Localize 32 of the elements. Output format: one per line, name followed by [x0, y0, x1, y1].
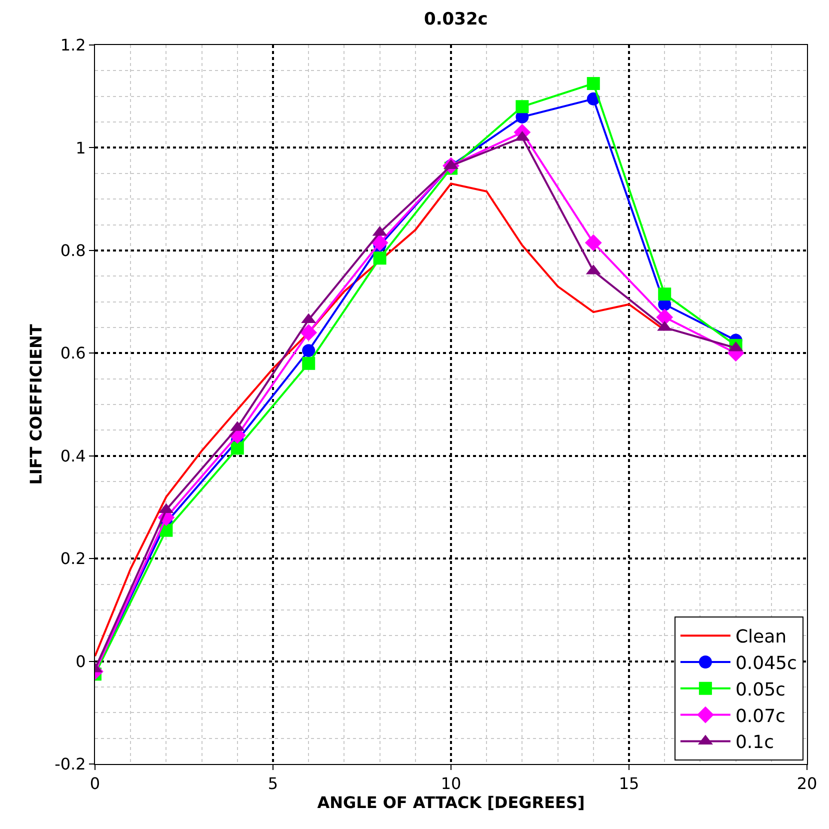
- x-tick-label: 5: [268, 774, 278, 794]
- y-tick-label: 0: [76, 652, 86, 671]
- point: [302, 356, 316, 370]
- point: [302, 344, 316, 358]
- y-tick-label: 1.2: [60, 36, 86, 55]
- point: [656, 308, 674, 326]
- point: [586, 77, 600, 90]
- legend-label: 0.1c: [735, 732, 774, 754]
- chart-title: 0.032c: [424, 9, 488, 30]
- legend-label: 0.05c: [735, 679, 786, 700]
- point: [230, 442, 244, 455]
- point: [373, 252, 386, 265]
- x-tick-label: 0: [90, 774, 100, 794]
- y-tick-label: 1: [76, 138, 86, 158]
- point: [516, 100, 529, 114]
- y-tick-label: 0.8: [60, 241, 86, 260]
- x-tick-label: 10: [440, 774, 462, 794]
- y-axis-title: LIFT COEFFICIENT: [26, 324, 46, 485]
- y-tick-label: 0.6: [60, 344, 86, 363]
- x-axis-title: ANGLE OF ATTACK [DEGREES]: [317, 793, 585, 812]
- x-tick-label: 20: [796, 774, 818, 794]
- point: [300, 324, 318, 342]
- legend-label: 0.045c: [735, 653, 797, 674]
- y-tick-label: -0.2: [54, 754, 86, 774]
- point: [584, 234, 602, 252]
- x-tick-label: 15: [618, 774, 640, 794]
- legend-label: 0.07c: [735, 706, 786, 727]
- point: [658, 288, 672, 301]
- legend-label: Clean: [735, 626, 787, 648]
- point: [371, 234, 388, 252]
- y-tick-label: 0.4: [60, 446, 86, 466]
- y-tick-label: 0.2: [60, 549, 86, 568]
